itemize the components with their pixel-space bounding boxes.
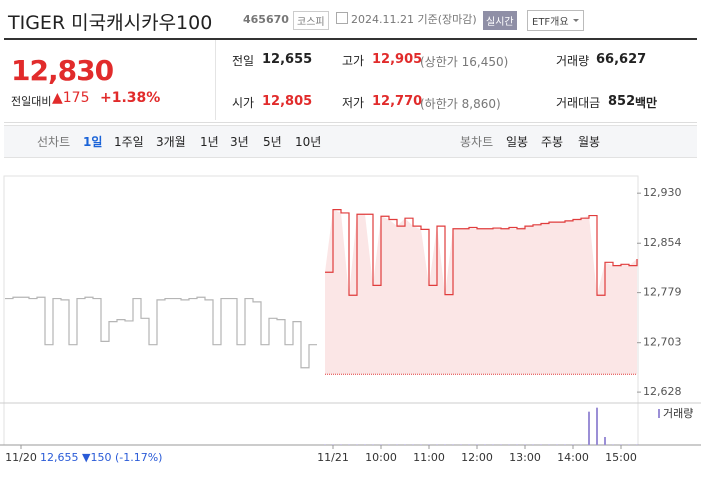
tab-title: 봉차트 [460, 135, 494, 149]
y-tick-label: 12,703 [643, 336, 682, 349]
y-tick-label: 12,779 [643, 286, 682, 299]
calendar-icon [336, 12, 348, 24]
line-tab[interactable]: 1일 [83, 135, 103, 149]
etf-button-text: ETF개요 [532, 17, 569, 28]
line-tab[interactable]: 1주일 [114, 135, 144, 149]
x-tick-label: 11:00 [413, 451, 445, 464]
date: 2024.11.21 기준(장마감) [351, 13, 477, 26]
item-label: 전일 [232, 54, 255, 68]
volume-legend-key [658, 409, 660, 418]
x-tick-label: 13:00 [509, 451, 541, 464]
x-tick-label: 11/20 [5, 451, 37, 464]
item-value: 12,655 [262, 52, 313, 67]
change: ▲175 [52, 90, 90, 106]
tab-title: 선차트 [37, 135, 71, 149]
item-value: 12,770 [372, 94, 423, 109]
volume-legend: 거래량 [663, 407, 693, 420]
footer-rate: (-1.17%) [114, 451, 163, 464]
item-label: 거래량 [556, 54, 590, 68]
line-tab[interactable]: 10년 [295, 135, 322, 149]
candle-tab[interactable]: 주봉 [541, 135, 564, 149]
code: 465670 [243, 13, 289, 26]
realtime-badge: 실시간 [483, 11, 517, 30]
line [325, 209, 638, 296]
y-tick-label: 12,628 [643, 385, 682, 398]
item-note: (하한가 8,860) [420, 97, 501, 111]
x-tick-label: 12:00 [461, 451, 493, 464]
candle-tab[interactable]: 월봉 [578, 135, 601, 149]
y-tick-label: 12,854 [643, 236, 682, 249]
item-value: 66,627 [596, 52, 647, 67]
item-value: 12,805 [262, 94, 313, 109]
volume-bar [588, 411, 590, 445]
footer: 12,655 ▼150 (-1.17%) [40, 451, 162, 464]
x-tick-label: 11/21 [317, 451, 349, 464]
line-tab[interactable]: 3개월 [156, 135, 186, 149]
item-label: 저가 [342, 96, 365, 110]
volume-bar [604, 437, 606, 445]
etf-button[interactable]: ETF개요 [527, 10, 584, 31]
market-badge: 코스피 [293, 11, 329, 30]
line-tab[interactable]: 1년 [200, 135, 219, 149]
y-tick-label: 12,930 [643, 186, 682, 199]
title: TIGER 미국캐시카우100 [8, 12, 213, 34]
tab-bar [4, 125, 697, 158]
change-label: 전일대비 [11, 95, 52, 108]
area [325, 209, 637, 375]
item-value: 852 [608, 94, 636, 109]
divider [215, 40, 216, 120]
item-unit: 백만 [635, 96, 658, 110]
dropdown-icon [572, 19, 579, 25]
price: 12,830 [11, 54, 114, 87]
line-tab[interactable]: 3년 [230, 135, 249, 149]
volume-bar [596, 407, 598, 445]
item-label: 시가 [232, 96, 255, 110]
item-label: 거래대금 [556, 96, 601, 110]
item-value: 12,905 [372, 52, 423, 67]
x-tick-label: 10:00 [365, 451, 397, 464]
footer-change: ▼150 [82, 451, 112, 464]
item-note: (상한가 16,450) [420, 55, 509, 69]
change-rate: +1.38% [100, 90, 161, 106]
x-tick-label: 14:00 [557, 451, 589, 464]
item-label: 고가 [342, 54, 365, 68]
x-tick-label: 15:00 [605, 451, 637, 464]
candle-tab[interactable]: 일봉 [506, 135, 529, 149]
line [5, 296, 317, 369]
footer-price: 12,655 [40, 451, 79, 464]
quote-box [4, 38, 697, 123]
line-tab[interactable]: 5년 [263, 135, 282, 149]
